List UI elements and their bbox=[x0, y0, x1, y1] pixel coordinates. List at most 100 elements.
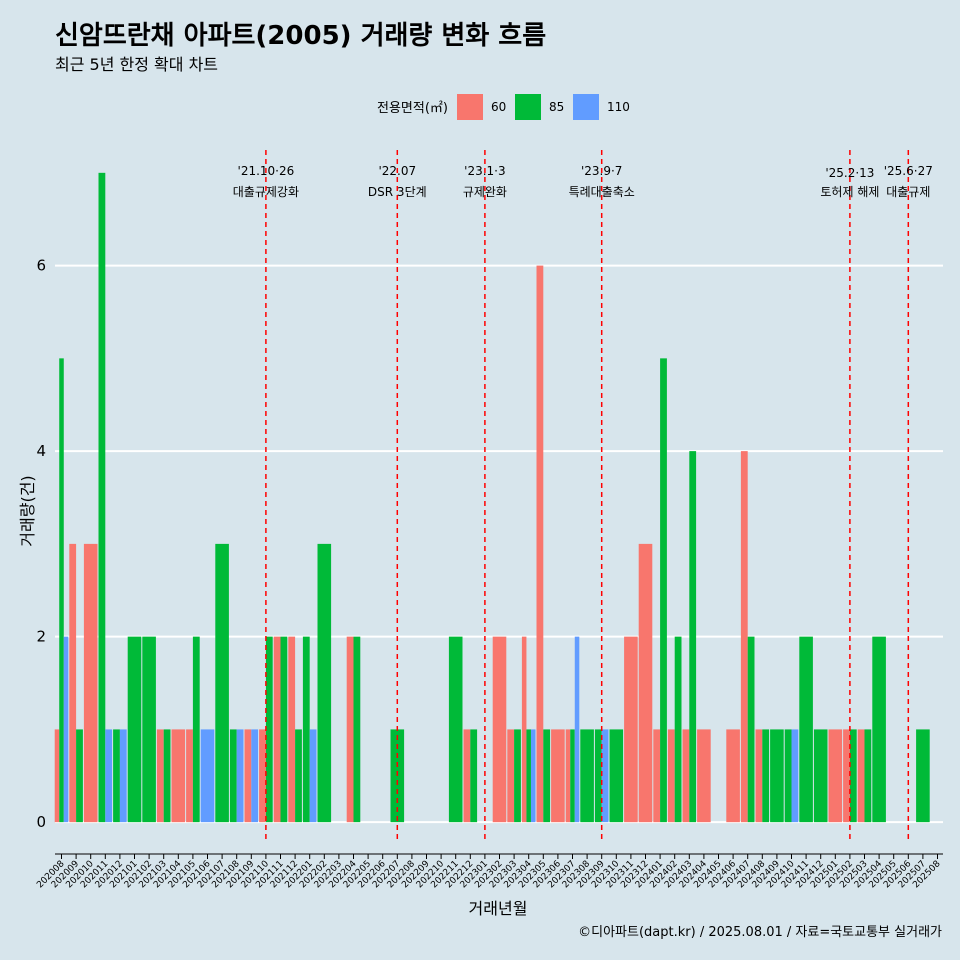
annotation-date: '23.9·7 bbox=[581, 164, 622, 178]
axes: 0246202008202009202010202011202012202101… bbox=[35, 257, 943, 890]
bar-202109-110 bbox=[251, 729, 259, 823]
bar-202312-60 bbox=[638, 543, 653, 823]
y-tick-label: 4 bbox=[36, 442, 46, 460]
bar-202503-85 bbox=[864, 729, 872, 823]
bar-202101-85 bbox=[127, 636, 142, 823]
bar-202408-85 bbox=[762, 729, 770, 823]
bar-202403-60 bbox=[682, 729, 690, 823]
annotation-date: '21.10·26 bbox=[238, 164, 295, 178]
bar-202011-85 bbox=[98, 172, 106, 823]
bar-202401-85 bbox=[660, 358, 667, 823]
bar-202309-85 bbox=[594, 729, 602, 823]
bar-202211-85 bbox=[448, 636, 463, 823]
annotation-label: 대출규제 bbox=[886, 185, 930, 199]
bar-202009-60 bbox=[69, 543, 77, 823]
bar-202201-110 bbox=[309, 729, 317, 823]
bar-202307-60 bbox=[565, 729, 571, 823]
bar-202008-85 bbox=[59, 358, 64, 823]
bar-202212-60 bbox=[463, 729, 471, 823]
y-axis-label: 거래량(건) bbox=[18, 475, 37, 546]
bar-202104-60 bbox=[171, 729, 186, 823]
caption: ©디아파트(dapt.kr) / 2025.08.01 / 자료=국토교통부 실… bbox=[578, 925, 942, 940]
bar-202304-85 bbox=[526, 729, 531, 823]
bar-202408-60 bbox=[755, 729, 763, 823]
bar-202409-85 bbox=[770, 729, 784, 823]
bar-202012-110 bbox=[119, 729, 127, 823]
bar-202307-85 bbox=[570, 729, 575, 823]
legend-title: 전용면적(㎡) bbox=[377, 101, 448, 116]
bar-202401-60 bbox=[653, 729, 661, 823]
bar-202404-60 bbox=[697, 729, 711, 823]
bar-202411-85 bbox=[799, 636, 813, 823]
x-axis-label: 거래년월 bbox=[469, 899, 528, 918]
bar-202110-85 bbox=[265, 636, 273, 823]
bar-202110-60 bbox=[259, 729, 266, 823]
annotation-date: '23.1·3 bbox=[464, 164, 505, 178]
bar-202302-60 bbox=[492, 636, 507, 823]
bar-202009-85 bbox=[76, 729, 83, 823]
bar-202503-60 bbox=[857, 729, 865, 823]
bar-202304-110 bbox=[530, 729, 536, 823]
y-tick-label: 6 bbox=[36, 257, 46, 275]
annotation-label: DSR 3단계 bbox=[368, 185, 427, 199]
bar-202311-60 bbox=[624, 636, 638, 823]
bar-202410-110 bbox=[791, 729, 799, 823]
bar-202112-60 bbox=[288, 636, 296, 823]
bar-202105-85 bbox=[192, 636, 200, 823]
bar-202309-110 bbox=[601, 729, 609, 823]
bar-202008-60 bbox=[54, 729, 60, 823]
legend-label: 60 bbox=[491, 100, 506, 114]
legend-label: 85 bbox=[549, 100, 564, 114]
chart-title: 신암뜨란채 아파트(2005) 거래량 변화 흐름 bbox=[55, 21, 546, 51]
bar-202303-85 bbox=[514, 729, 521, 823]
bar-202108-110 bbox=[236, 729, 244, 823]
event-lines: '21.10·26 대출규제강화 '22.07 DSR 3단계 '23.1·3 규제완화 '… bbox=[233, 150, 933, 840]
legend-key-85 bbox=[515, 94, 541, 120]
bar-202407-60 bbox=[740, 451, 748, 823]
bar-202501-60 bbox=[828, 729, 843, 823]
bar-202403-85 bbox=[689, 451, 697, 823]
bar-202103-60 bbox=[156, 729, 164, 823]
bar-202304-60 bbox=[521, 636, 527, 823]
bar-202112-85 bbox=[295, 729, 302, 823]
bar-202108-85 bbox=[229, 729, 237, 823]
chart-subtitle: 최근 5년 한정 확대 차트 bbox=[55, 55, 218, 74]
bar-202308-85 bbox=[580, 729, 594, 823]
bar-202502-85 bbox=[849, 729, 857, 823]
bar-202102-85 bbox=[142, 636, 156, 823]
legend-label: 110 bbox=[607, 100, 630, 114]
bar-202204-85 bbox=[353, 636, 361, 823]
bar-202212-85 bbox=[470, 729, 478, 823]
bar-202305-60 bbox=[536, 265, 544, 823]
bar-202406-60 bbox=[726, 729, 740, 823]
bar-202305-85 bbox=[543, 729, 551, 823]
bar-202306-60 bbox=[551, 729, 565, 823]
annotation-label: 토허제 해제 bbox=[820, 185, 879, 199]
y-tick-label: 0 bbox=[36, 813, 46, 831]
annotation-label: 특례대출축소 bbox=[569, 185, 635, 199]
bar-202507-85 bbox=[916, 729, 930, 823]
bar-202307-110 bbox=[574, 636, 580, 823]
annotation-label: 규제완화 bbox=[463, 185, 507, 199]
bar-202412-85 bbox=[813, 729, 828, 823]
legend-key-60 bbox=[457, 94, 483, 120]
bar-202303-60 bbox=[507, 729, 515, 823]
legend: 전용면적(㎡) 60 85 110 bbox=[377, 94, 630, 120]
bar-202111-60 bbox=[273, 636, 281, 823]
bar-202012-85 bbox=[113, 729, 120, 823]
bar-202011-110 bbox=[105, 729, 113, 823]
bar-202111-85 bbox=[280, 636, 288, 823]
y-tick-label: 2 bbox=[36, 628, 46, 646]
annotation-label: 대출규제강화 bbox=[233, 185, 299, 199]
bar-202010-60 bbox=[83, 543, 98, 823]
bar-202504-85 bbox=[872, 636, 886, 823]
bar-202502-60 bbox=[843, 729, 850, 823]
annotation-date: '25.2·13 bbox=[825, 166, 874, 180]
bar-202106-110 bbox=[200, 729, 215, 823]
legend-key-110 bbox=[573, 94, 599, 120]
bar-202310-85 bbox=[609, 729, 624, 823]
bar-202201-85 bbox=[302, 636, 310, 823]
bar-202410-85 bbox=[784, 729, 792, 823]
bar-202105-60 bbox=[186, 729, 193, 823]
